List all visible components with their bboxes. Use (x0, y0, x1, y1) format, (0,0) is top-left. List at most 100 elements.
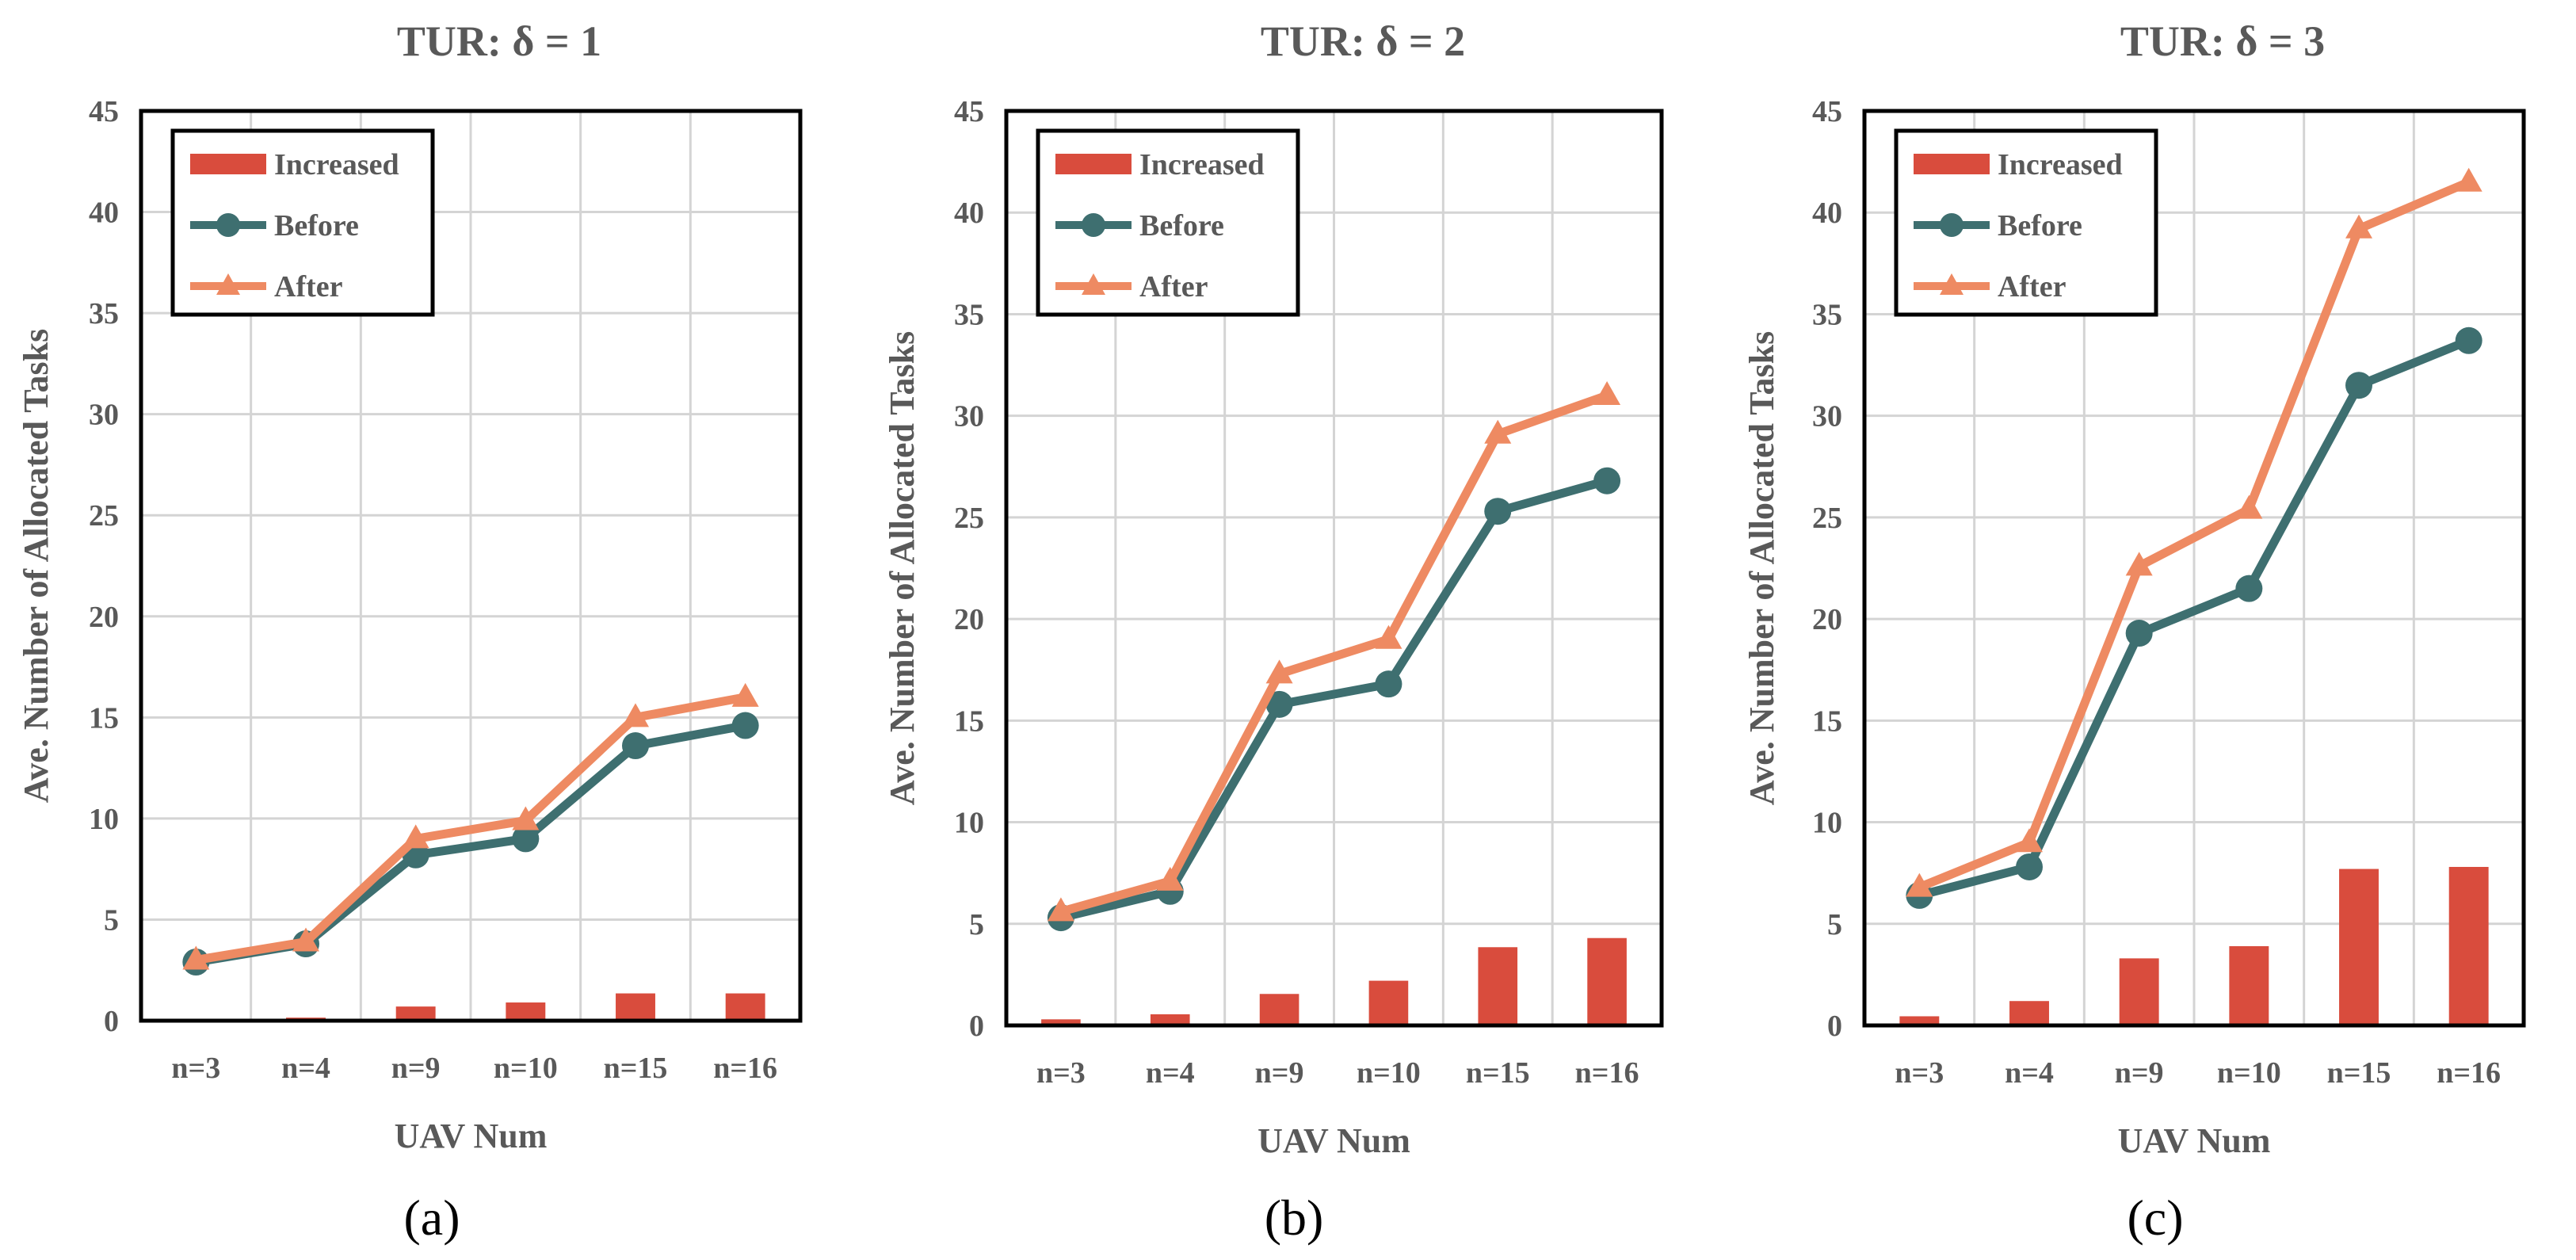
panel-label: (c) (2127, 1189, 2183, 1246)
point-before (1593, 467, 1621, 494)
series-line-before (1918, 336, 2471, 900)
point-before (2345, 372, 2372, 399)
bar-increased (1368, 980, 1409, 1025)
chart-title: TUR: δ = 2 (1261, 17, 1465, 65)
point-after (512, 806, 540, 830)
y-tick-label: 20 (954, 603, 984, 636)
y-tick-label: 40 (89, 197, 119, 230)
legend-marker-before (1082, 213, 1105, 237)
x-tick-label: n=9 (2115, 1056, 2164, 1090)
bar-increased (2119, 958, 2159, 1025)
bar-increased (2448, 866, 2489, 1025)
legend-marker-before (216, 213, 240, 237)
chart-panel-1: TUR: δ = 1 0 5 10 15 20 25 30 35 40 45 n=3 n=4 n=9 n=1… (17, 17, 803, 1246)
point-before (2016, 853, 2043, 880)
x-tick-label: n=15 (1466, 1056, 1530, 1090)
bar-increased (725, 993, 765, 1021)
y-axis-title: Ave. Number of Allocated Tasks (1742, 331, 1781, 806)
chart-panel-2: TUR: δ = 2 0 5 10 15 20 25 30 35 40 45 n=3 n=4 n=9 n=1… (883, 17, 1664, 1246)
point-after (1484, 419, 1512, 444)
y-tick-label: 15 (1812, 704, 1842, 738)
point-after (1265, 659, 1293, 684)
legend: Increased Before After (170, 128, 435, 317)
point-after (1047, 897, 1074, 922)
y-tick-label: 20 (89, 601, 119, 634)
point-before (512, 825, 540, 853)
legend-label-after: After (274, 270, 343, 304)
series-line-after (1918, 178, 2471, 892)
x-tick-label: n=9 (1255, 1056, 1304, 1090)
y-tick-label: 25 (1812, 502, 1842, 535)
point-after (2125, 552, 2153, 576)
chart-title: TUR: δ = 1 (397, 17, 601, 65)
chart-panel-3: TUR: δ = 3 0 5 10 15 20 25 30 35 40 45 n=3 n=4 n=9 n=1… (1742, 17, 2526, 1246)
point-after (2235, 494, 2263, 519)
legend-swatch-increased (190, 154, 266, 174)
legend-label-before: Before (274, 209, 359, 242)
legend-label-before: Before (1139, 209, 1224, 242)
series-line-after (195, 693, 746, 964)
bar-increased (616, 993, 655, 1021)
plot-frame (1862, 109, 2526, 1028)
plot-frame (139, 109, 803, 1023)
bar-increased (1041, 1019, 1081, 1025)
point-before (1265, 690, 1293, 718)
y-tick-label: 45 (89, 95, 119, 128)
y-tick-label: 25 (89, 499, 119, 533)
y-tick-label: 10 (954, 807, 984, 840)
point-before (2455, 326, 2483, 354)
y-tick-label: 0 (969, 1010, 984, 1043)
x-axis-title: UAV Num (395, 1117, 548, 1155)
bar-increased (1259, 994, 1299, 1025)
point-after (1156, 866, 1184, 891)
bar-increased (1899, 1016, 1940, 1025)
legend: Increased Before After (1894, 128, 2158, 317)
y-tick-label: 30 (1812, 400, 1842, 433)
series-line-after (1059, 391, 1609, 916)
point-before (622, 732, 649, 760)
y-tick-label: 45 (1812, 95, 1842, 128)
y-tick-label: 15 (89, 701, 119, 735)
point-after (622, 703, 649, 727)
point-after (2345, 214, 2372, 239)
x-tick-label: n=4 (281, 1052, 330, 1085)
x-tick-label: n=16 (1575, 1056, 1639, 1090)
legend-marker-after (1082, 273, 1105, 295)
y-tick-label: 25 (954, 502, 984, 535)
bar-increased (1587, 937, 1627, 1025)
x-tick-label: n=3 (1036, 1056, 1086, 1090)
legend-label-after: After (1139, 270, 1208, 304)
y-tick-label: 0 (104, 1005, 119, 1038)
y-tick-label: 5 (1827, 908, 1842, 941)
bar-increased (2339, 869, 2379, 1025)
y-tick-label: 15 (954, 704, 984, 738)
point-after (1906, 872, 1933, 897)
x-tick-label: n=15 (604, 1052, 668, 1085)
x-tick-label: n=10 (2217, 1056, 2281, 1090)
x-tick-label: n=16 (2437, 1056, 2501, 1090)
y-tick-label: 35 (954, 298, 984, 331)
legend-swatch-increased (1055, 154, 1132, 174)
legend-label-after: After (1998, 270, 2067, 304)
bar-increased (1478, 947, 1518, 1025)
legend-label-increased: Increased (1139, 148, 1265, 181)
x-axis-title: UAV Num (1257, 1121, 1410, 1160)
legend: Increased Before After (1036, 128, 1300, 317)
x-tick-label: n=10 (1357, 1056, 1421, 1090)
point-after (182, 945, 210, 970)
panel-label: (b) (1265, 1189, 1324, 1246)
point-before (1375, 670, 1402, 698)
y-tick-label: 45 (954, 95, 984, 128)
point-after (1593, 381, 1621, 406)
y-tick-label: 10 (1812, 807, 1842, 840)
legend-marker-before (1940, 213, 1963, 237)
x-tick-label: n=3 (1895, 1056, 1944, 1090)
point-after (292, 927, 319, 952)
point-after (402, 824, 429, 849)
x-tick-label: n=16 (713, 1052, 777, 1085)
y-tick-label: 20 (1812, 603, 1842, 636)
legend-swatch-increased (1914, 154, 1990, 174)
legend-label-increased: Increased (1998, 148, 2123, 181)
x-tick-label: n=10 (494, 1052, 558, 1085)
